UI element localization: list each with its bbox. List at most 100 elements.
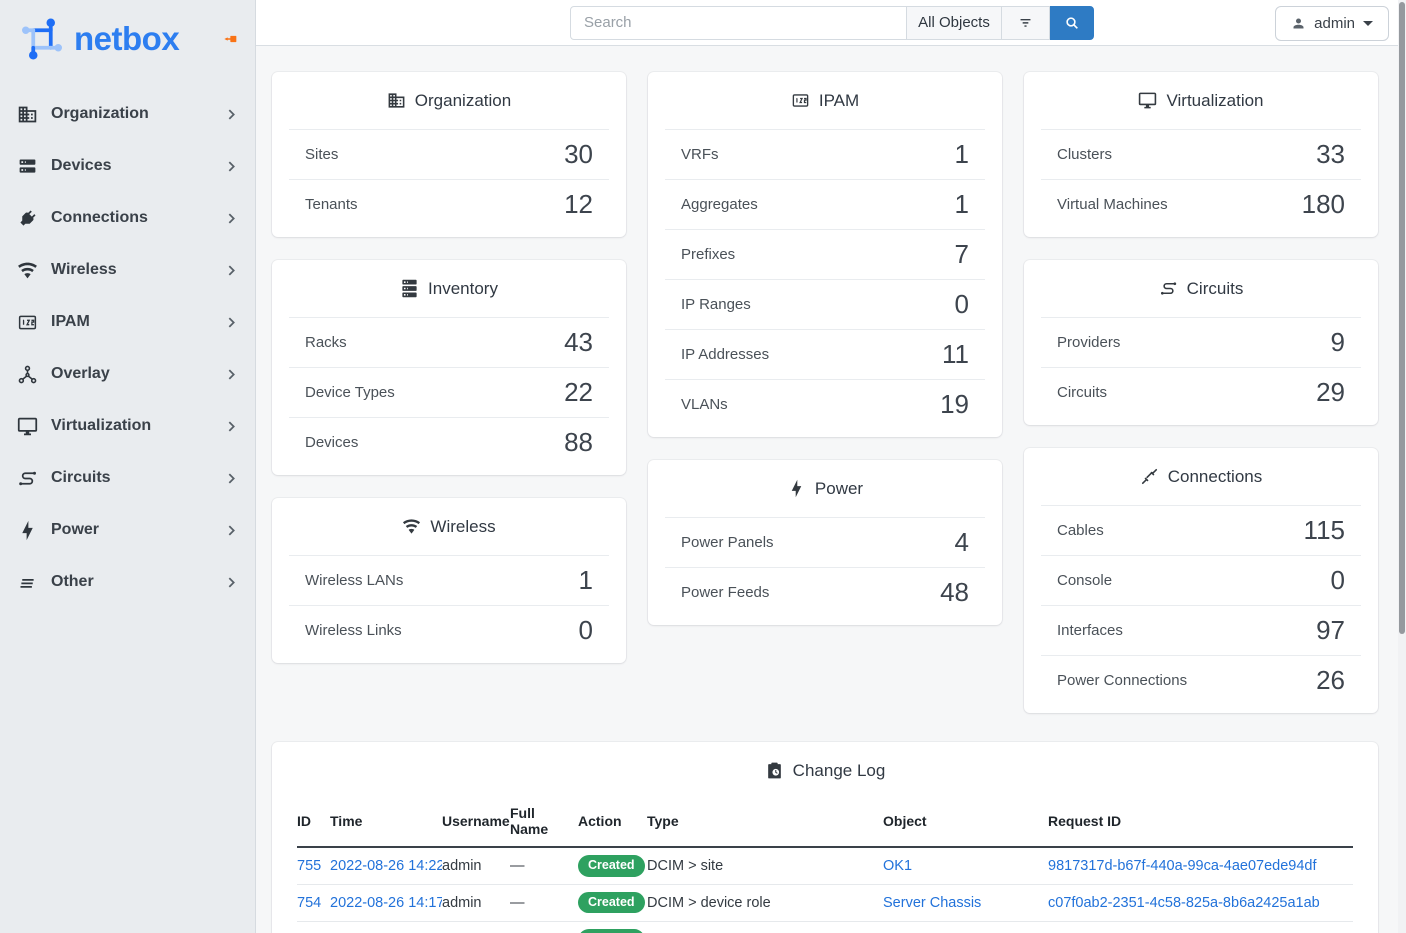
stat-label: Aggregates	[681, 196, 758, 213]
card-title-text: Virtualization	[1166, 90, 1264, 110]
search-submit-button[interactable]	[1050, 5, 1094, 40]
stat-label: Wireless LANs	[305, 572, 404, 589]
change-type: DCIM > site	[647, 847, 883, 885]
request-id-link[interactable]: 24807c61-9952-49c6-b8a5-69760bfcc4b3	[1048, 932, 1318, 933]
change-time-link[interactable]: 2022-08-26 14:15	[330, 932, 442, 933]
scrollbar-thumb[interactable]	[1399, 2, 1405, 634]
sidebar-item-label: Devices	[51, 157, 112, 174]
clipboard-clock-icon	[765, 761, 784, 780]
stat-value-link[interactable]: 1	[578, 565, 593, 595]
column-header-time: Time	[330, 799, 442, 848]
stat-value-link[interactable]: 0	[954, 289, 969, 319]
sidebar-item-circuits[interactable]: Circuits	[0, 452, 255, 504]
sidebar-item-label: Circuits	[51, 469, 111, 486]
change-full-name: —	[510, 847, 578, 885]
dashboard-column-1: Organization Sites 30 Tenants 12	[272, 72, 626, 713]
netbox-logo-icon	[22, 18, 62, 60]
stat-value-link[interactable]: 33	[1316, 139, 1345, 169]
card-title-text: Wireless	[430, 516, 496, 536]
search-scope-select[interactable]: All Objects	[907, 5, 1002, 40]
change-id-link[interactable]: 755	[297, 857, 322, 874]
stat-value-link[interactable]: 30	[564, 139, 593, 169]
request-id-link[interactable]: c07f0ab2-2351-4c58-825a-8b6a2425a1ab	[1048, 894, 1320, 911]
change-object-link[interactable]: Server Chassis	[883, 894, 982, 911]
transit-icon	[16, 467, 38, 489]
sidebar-item-power[interactable]: Power	[0, 504, 255, 556]
stat-row-aggregates: Aggregates 1	[665, 179, 985, 229]
column-header-request-id: Request ID	[1048, 799, 1353, 848]
card-title-wireless: Wireless	[272, 498, 626, 555]
stat-label: Tenants	[305, 196, 358, 213]
wifi-icon	[402, 517, 421, 536]
stat-row-wireless-lans: Wireless LANs 1	[289, 555, 609, 605]
stat-row-racks: Racks 43	[289, 317, 609, 367]
card-title-power: Power	[648, 460, 1002, 517]
stat-value-link[interactable]: 12	[564, 189, 593, 219]
change-full-name: —	[510, 921, 578, 933]
change-id-link[interactable]: 753	[297, 932, 321, 933]
sidebar-item-other[interactable]: Other	[0, 556, 255, 608]
server-icon	[16, 155, 38, 177]
change-time-link[interactable]: 2022-08-26 14:22	[330, 857, 442, 874]
stat-value-link[interactable]: 19	[940, 389, 969, 419]
menu-lines-icon	[16, 571, 38, 593]
column-header-action: Action	[578, 799, 647, 848]
sidebar-item-label: Virtualization	[51, 417, 152, 434]
sidebar-item-connections[interactable]: Connections	[0, 192, 255, 244]
sidebar-item-organization[interactable]: Organization	[0, 88, 255, 140]
stat-value-link[interactable]: 0	[578, 615, 593, 645]
search-input[interactable]	[570, 5, 907, 40]
sidebar-item-ipam[interactable]: IPAM	[0, 296, 255, 348]
sidebar-item-label: IPAM	[51, 313, 90, 330]
stat-label: Console	[1057, 572, 1113, 589]
stat-row-prefixes: Prefixes 7	[665, 229, 985, 279]
sidebar-nav: Organization Devices Connections Wireles…	[0, 88, 255, 608]
stat-row-vlans: VLANs 19	[665, 379, 985, 429]
stat-row-circuits: Circuits 29	[1041, 367, 1361, 417]
brand-name[interactable]: netbox	[74, 20, 180, 57]
stat-label: Device Types	[305, 384, 395, 401]
plug-icon	[16, 207, 38, 229]
stat-value-link[interactable]: 115	[1303, 515, 1345, 545]
stat-value-link[interactable]: 9	[1330, 327, 1345, 357]
user-menu-button[interactable]: admin	[1275, 6, 1389, 41]
sidebar-item-devices[interactable]: Devices	[0, 140, 255, 192]
stat-value-link[interactable]: 26	[1316, 665, 1345, 695]
request-id-link[interactable]: 9817317d-b67f-440a-99ca-4ae07ede94df	[1048, 857, 1317, 874]
stat-value-link[interactable]: 11	[942, 339, 969, 369]
pin-sidebar-icon[interactable]	[223, 31, 239, 47]
sidebar-item-virtualization[interactable]: Virtualization	[0, 400, 255, 452]
graph-icon	[16, 363, 38, 385]
dashboard: Organization Sites 30 Tenants 12	[256, 46, 1406, 933]
stat-value-link[interactable]: 22	[564, 377, 593, 407]
column-header-type: Type	[647, 799, 883, 848]
stat-value-link[interactable]: 0	[1330, 565, 1345, 595]
stat-value-link[interactable]: 1	[954, 189, 969, 219]
stat-label: Cables	[1057, 522, 1104, 539]
change-type: DCIM > module bay template	[647, 921, 883, 933]
filter-button[interactable]	[1002, 5, 1050, 40]
stat-value-link[interactable]: 48	[940, 577, 969, 607]
column-header-full-name: Full Name	[510, 799, 578, 848]
status-badge: Created	[578, 891, 645, 914]
stat-value-link[interactable]: 29	[1316, 377, 1345, 407]
table-row: 753 2022-08-26 14:15 admin — Created DCI…	[297, 921, 1353, 933]
stat-value-link[interactable]: 4	[954, 527, 969, 557]
sidebar-item-wireless[interactable]: Wireless	[0, 244, 255, 296]
stat-value-link[interactable]: 7	[954, 239, 969, 269]
stat-value-link[interactable]: 43	[564, 327, 593, 357]
column-header-id: ID	[297, 799, 330, 848]
sidebar-item-overlay[interactable]: Overlay	[0, 348, 255, 400]
card-wireless: Wireless Wireless LANs 1 Wireless Links …	[272, 498, 626, 663]
change-time-link[interactable]: 2022-08-26 14:17	[330, 894, 442, 911]
stat-row-power-panels: Power Panels 4	[665, 517, 985, 567]
stat-value-link[interactable]: 88	[564, 427, 593, 457]
stat-value-link[interactable]: 180	[1301, 189, 1345, 219]
stat-value-link[interactable]: 97	[1316, 615, 1345, 645]
stat-row-vrfs: VRFs 1	[665, 129, 985, 179]
stat-value-link[interactable]: 1	[954, 139, 969, 169]
change-object-link[interactable]: OK1	[883, 857, 913, 874]
change-id-link[interactable]: 754	[297, 894, 322, 911]
chevron-right-icon	[226, 524, 237, 536]
sidebar-item-label: Wireless	[51, 261, 117, 278]
